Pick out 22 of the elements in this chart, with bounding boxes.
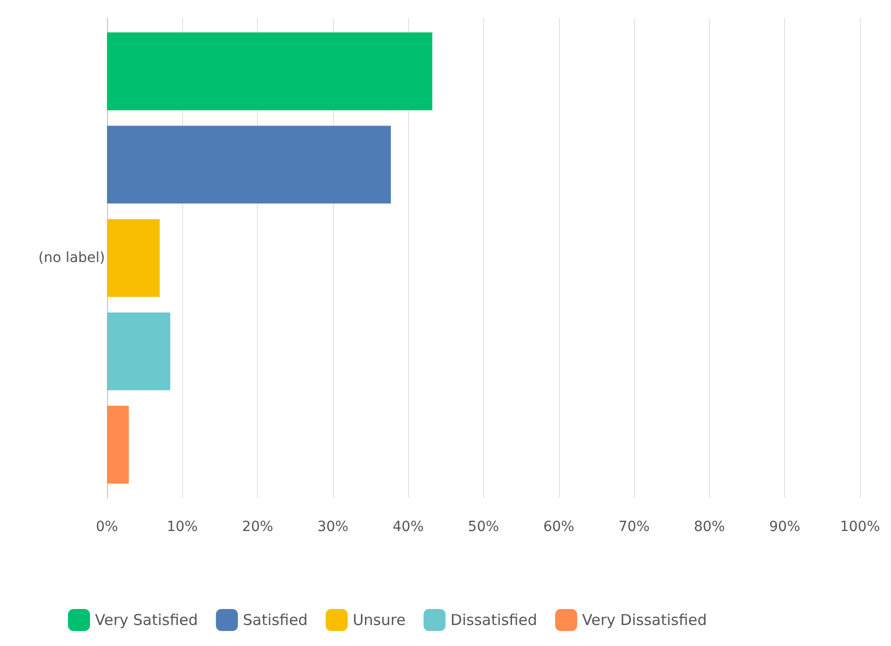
legend-label: Satisfied xyxy=(242,611,308,629)
x-tick-label: 30% xyxy=(317,519,348,535)
legend-label: Unsure xyxy=(352,611,406,629)
x-tick-label: 60% xyxy=(543,519,574,535)
x-tick-label: 70% xyxy=(618,519,650,535)
legend-label: Very Satisfied xyxy=(95,611,198,629)
bar xyxy=(107,32,432,110)
bar xyxy=(107,406,129,484)
bar xyxy=(107,312,170,390)
x-tick-label: 100% xyxy=(840,519,880,535)
x-tick-label: 80% xyxy=(694,519,725,535)
x-tick-label: 20% xyxy=(242,519,274,535)
x-tick-label: 90% xyxy=(769,519,800,535)
y-tick-label: (no label) xyxy=(38,250,105,266)
bar xyxy=(107,219,160,297)
x-tick-label: 0% xyxy=(96,519,118,535)
x-tick-label: 40% xyxy=(392,519,424,535)
legend-label: Very Dissatisfied xyxy=(582,611,707,629)
legend-label: Dissatisfied xyxy=(450,611,538,629)
x-tick-label: 50% xyxy=(468,519,500,535)
bar xyxy=(107,126,391,204)
x-tick-label: 10% xyxy=(166,519,198,535)
